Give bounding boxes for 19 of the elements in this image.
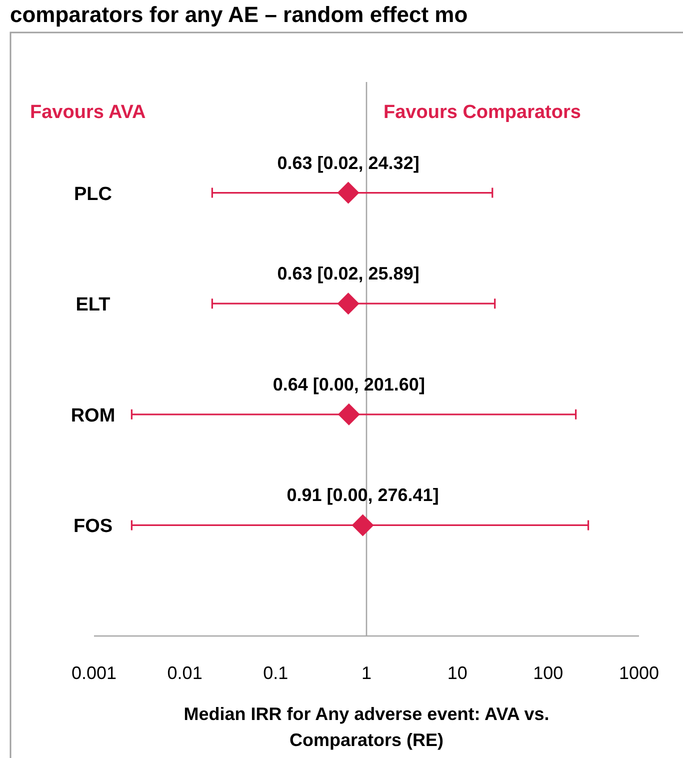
text: Favours AVA bbox=[30, 102, 146, 123]
x-tick-label: 10 bbox=[447, 663, 468, 683]
chart-title: comparators for any AE – random effect mo bbox=[10, 2, 468, 27]
x-tick-label: 0.01 bbox=[167, 663, 202, 683]
x-tick-label: 1 bbox=[361, 663, 372, 683]
data-label: 0.64 [0.00, 201.60] bbox=[272, 374, 425, 394]
y-tick-label: PLC bbox=[74, 184, 112, 205]
y-tick-label: FOS bbox=[73, 516, 113, 538]
y-tick-label: ROM bbox=[70, 405, 116, 426]
x-tick-label: 100 bbox=[533, 663, 564, 683]
x-axis-title: Median IRR for Any adverse event: AVA vs. Comparators (RE) bbox=[184, 704, 550, 750]
data-label: 0.63 [0.02, 24.32] bbox=[277, 152, 420, 173]
data-label: 0.63 [0.02, 25.89] bbox=[277, 264, 420, 284]
x-tick-label: 0.001 bbox=[71, 663, 117, 683]
y-tick-label: ELT bbox=[76, 294, 111, 316]
x-tick-label: 0.1 bbox=[263, 663, 288, 683]
text: Favours Comparators bbox=[384, 102, 581, 123]
data-label: 0.91 [0.00, 276.41] bbox=[286, 485, 439, 506]
x-tick-label: 1000 bbox=[618, 663, 660, 683]
